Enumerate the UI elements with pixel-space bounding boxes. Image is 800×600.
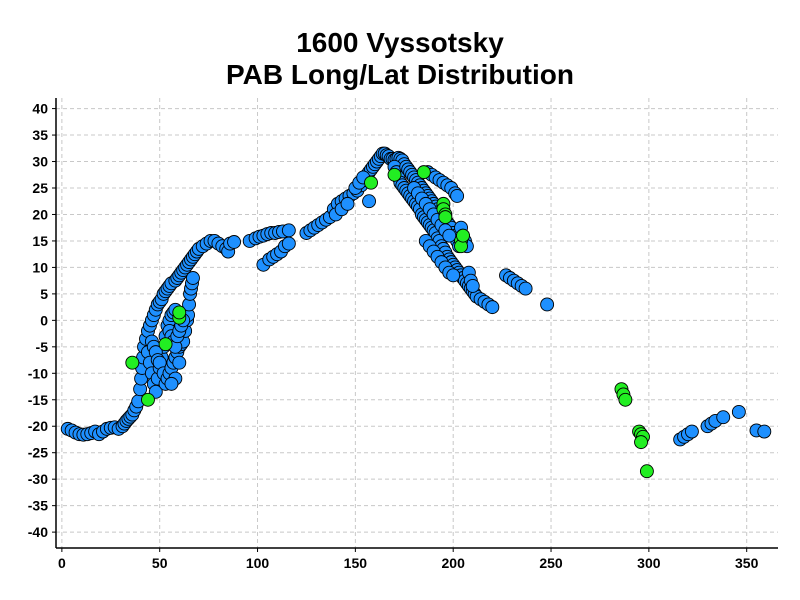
chart-title-line-1: 1600 Vyssotsky (296, 27, 504, 58)
blue-data-point (731, 404, 746, 419)
y-tick-label: -40 (28, 524, 48, 540)
green-data-point (387, 167, 402, 182)
x-tick-label: 300 (637, 555, 661, 571)
y-tick-label: 0 (40, 312, 48, 328)
green-data-point (141, 392, 155, 407)
blue-data-point (186, 271, 200, 285)
blue-data-point (540, 297, 555, 312)
blue-data-point (227, 235, 242, 249)
x-tick-label: 350 (735, 555, 759, 571)
points-layer (60, 146, 772, 479)
green-data-point (416, 165, 431, 180)
x-tick-label: 0 (58, 555, 66, 571)
blue-data-point (442, 228, 457, 243)
y-tick-label: -35 (28, 498, 48, 514)
y-tick-label: -25 (28, 445, 48, 461)
blue-data-point (450, 188, 465, 203)
blue-data-point (362, 194, 377, 209)
green-data-point (634, 435, 648, 450)
y-tick-label: -15 (28, 392, 48, 408)
y-tick-label: 5 (40, 286, 48, 302)
y-tick-label: 10 (32, 259, 48, 275)
y-tick-label: 40 (32, 101, 48, 117)
blue-data-point (340, 196, 355, 211)
ticks-layer: 4035302520151050-5-10-15-20-25-30-35-400… (28, 101, 759, 571)
chart-title-line-2: PAB Long/Lat Distribution (226, 59, 574, 90)
y-tick-label: 25 (32, 180, 48, 196)
blue-data-point (172, 355, 187, 370)
blue-data-point (485, 300, 500, 315)
green-data-point (639, 464, 654, 479)
green-data-point (456, 228, 470, 243)
y-tick-label: 30 (32, 154, 48, 170)
blue-data-point (518, 281, 533, 296)
x-tick-label: 50 (152, 555, 168, 571)
green-data-point (438, 210, 453, 225)
blue-data-point (281, 236, 296, 251)
blue-data-point (716, 410, 731, 425)
blue-data-point (446, 268, 461, 283)
green-data-point (125, 355, 140, 370)
blue-data-point (684, 424, 699, 439)
y-tick-label: -30 (28, 471, 48, 487)
x-tick-label: 100 (246, 555, 270, 571)
y-tick-label: 20 (32, 206, 48, 222)
y-tick-label: -5 (36, 339, 49, 355)
x-tick-label: 150 (344, 555, 368, 571)
green-data-point (618, 392, 633, 407)
blue-data-point (164, 376, 179, 391)
green-data-point (172, 305, 187, 320)
x-tick-label: 200 (442, 555, 466, 571)
y-tick-label: 35 (32, 127, 48, 143)
green-data-point (364, 175, 378, 190)
blue-data-point (757, 424, 772, 439)
blue-data-point (465, 278, 480, 293)
axis-layer (55, 98, 778, 549)
y-tick-label: -20 (28, 418, 48, 434)
x-tick-label: 250 (539, 555, 563, 571)
y-tick-label: 15 (32, 233, 48, 249)
green-data-point (158, 337, 173, 352)
blue-data-point (281, 223, 296, 238)
y-tick-label: -10 (28, 365, 48, 381)
